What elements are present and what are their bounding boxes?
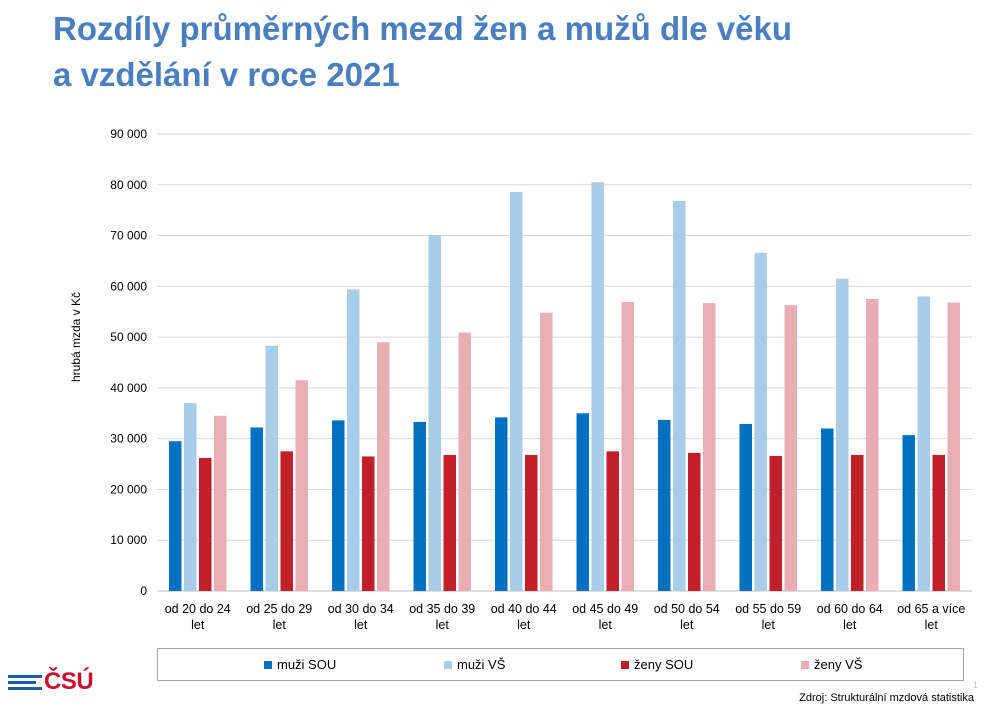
x-tick-label: od 40 do 44 xyxy=(491,602,557,616)
x-tick-label: od 60 do 64 xyxy=(817,602,883,616)
x-axis-ticks: od 20 do 24 let od 25 do 29 let od 30 do 34 l… xyxy=(165,602,966,632)
bar xyxy=(413,421,426,591)
bar xyxy=(347,289,360,591)
legend-label: ženy SOU xyxy=(634,657,694,672)
y-tick-label: 90 000 xyxy=(110,127,147,141)
x-tick-label: let xyxy=(354,618,368,632)
legend-label: muži SOU xyxy=(277,657,337,672)
bar xyxy=(754,252,767,591)
legend-item-zeny-vs: ženy VŠ xyxy=(801,657,862,672)
x-tick-label: od 20 do 24 xyxy=(165,602,231,616)
bar xyxy=(510,191,523,592)
bar xyxy=(866,299,879,591)
x-tick-label: od 30 do 34 xyxy=(328,602,394,616)
x-tick-label: od 45 do 49 xyxy=(572,602,638,616)
y-tick-label: 10 000 xyxy=(110,533,147,547)
x-tick-label: od 55 do 59 xyxy=(735,602,801,616)
x-tick-label: od 25 do 29 xyxy=(246,602,312,616)
bar xyxy=(377,342,390,591)
bar xyxy=(703,303,716,591)
bar xyxy=(673,201,686,591)
bar-chart: 0 10 000 20 000 30 000 40 000 50 000 60 000 70 … xyxy=(69,127,972,632)
bar xyxy=(332,420,345,591)
bar xyxy=(591,182,604,591)
title-line-2: a vzdělání v roce 2021 xyxy=(53,56,400,93)
bar xyxy=(458,332,471,591)
bar xyxy=(836,278,849,591)
x-tick-label: let xyxy=(762,618,776,632)
x-tick-label: let xyxy=(599,618,613,632)
bar xyxy=(821,428,834,591)
bar xyxy=(576,413,589,591)
y-tick-label: 80 000 xyxy=(110,178,147,192)
bar xyxy=(769,455,782,591)
logo-text: ČSÚ xyxy=(44,668,94,695)
bar xyxy=(932,454,945,591)
legend-label: muži VŠ xyxy=(457,657,506,672)
bar xyxy=(658,419,671,591)
bar xyxy=(917,296,930,591)
legend-swatch xyxy=(264,660,272,669)
y-axis-label: hrubá mzda v Kč xyxy=(69,292,83,382)
y-axis-ticks: 0 10 000 20 000 30 000 40 000 50 000 60 000 70 … xyxy=(110,127,147,598)
legend-item-zeny-sou: ženy SOU xyxy=(621,657,693,672)
bar xyxy=(495,417,508,591)
x-tick-label: let xyxy=(273,618,287,632)
x-tick-label: let xyxy=(925,618,939,632)
x-tick-label: let xyxy=(436,618,450,632)
bar xyxy=(250,427,263,591)
bar xyxy=(295,380,308,591)
legend-label: ženy VŠ xyxy=(814,657,863,672)
x-tick-label: od 35 do 39 xyxy=(409,602,475,616)
bar xyxy=(265,345,278,591)
bar xyxy=(199,457,212,591)
x-tick-label: let xyxy=(517,618,531,632)
bar xyxy=(362,456,375,591)
x-tick-label: od 50 do 54 xyxy=(654,602,720,616)
bar xyxy=(443,454,456,591)
bar xyxy=(214,415,227,591)
legend-item-muzi-sou: muži SOU xyxy=(264,657,336,672)
x-tick-label: let xyxy=(680,618,694,632)
bar xyxy=(525,454,538,591)
legend-swatch xyxy=(801,660,809,669)
y-tick-label: 20 000 xyxy=(110,482,147,496)
bar xyxy=(540,312,553,591)
csu-logo: ČSÚ xyxy=(8,668,94,696)
chart-gridlines xyxy=(157,133,972,592)
y-tick-label: 0 xyxy=(140,584,147,598)
logo-lines-icon xyxy=(8,674,42,690)
bar xyxy=(428,235,441,591)
bar xyxy=(784,305,797,591)
chart-legend: muži SOU muži VŠ ženy SOU ženy VŠ xyxy=(157,648,964,681)
x-tick-label: let xyxy=(843,618,857,632)
bar xyxy=(184,403,197,591)
x-tick-label: od 65 a více xyxy=(897,602,965,616)
bar xyxy=(280,451,293,591)
y-tick-label: 60 000 xyxy=(110,279,147,293)
legend-swatch xyxy=(621,660,629,669)
bar xyxy=(902,435,915,591)
y-tick-label: 70 000 xyxy=(110,229,147,243)
chart-bars xyxy=(169,182,960,592)
legend-swatch xyxy=(444,660,452,669)
legend-item-muzi-vs: muži VŠ xyxy=(444,657,505,672)
bar xyxy=(621,302,634,591)
source-note: Zdroj: Strukturální mzdová statistika xyxy=(799,692,974,704)
bar xyxy=(739,423,752,591)
bar xyxy=(688,452,701,591)
title-line-1: Rozdíly průměrných mezd žen a mužů dle v… xyxy=(53,10,793,47)
y-tick-label: 30 000 xyxy=(110,432,147,446)
x-tick-label: let xyxy=(191,618,205,632)
page-number: 1 xyxy=(972,680,978,690)
y-tick-label: 40 000 xyxy=(110,381,147,395)
bar xyxy=(947,302,960,591)
page-title: Rozdíly průměrných mezd žen a mužů dle v… xyxy=(53,6,792,98)
y-tick-label: 50 000 xyxy=(110,330,147,344)
bar xyxy=(851,454,864,591)
bar xyxy=(606,451,619,591)
bar xyxy=(169,441,182,591)
